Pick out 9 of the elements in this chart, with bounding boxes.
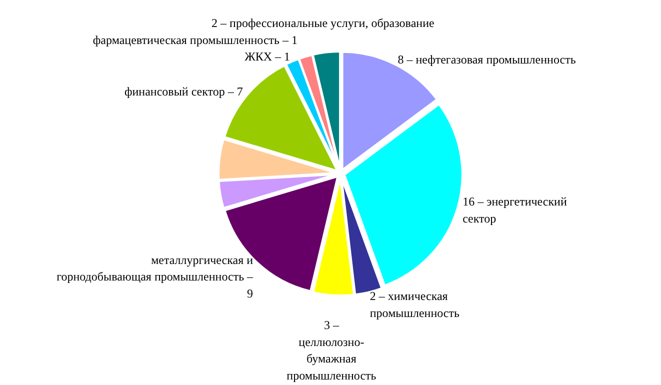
slice-label: 2 – профессиональные услуги, образование [212,16,434,30]
slice-label: 8 – нефтегазовая промышленность [398,52,576,67]
slice-label: 2 – химическая промышленность [370,289,460,320]
slice-label: 3 – целлюлозно- бумажная промышленность [286,318,377,382]
slice-label: металлургическая и горнодобывающая промышленность – 9 [56,252,254,300]
slice-label: 16 – энергетический сектор [462,194,568,226]
slice-label: финансовый сектор – 7 [124,84,243,99]
slice-label: ЖКХ – 1 [244,49,290,64]
slice-label: фармацевтическая промышленность – 1 [92,32,298,47]
